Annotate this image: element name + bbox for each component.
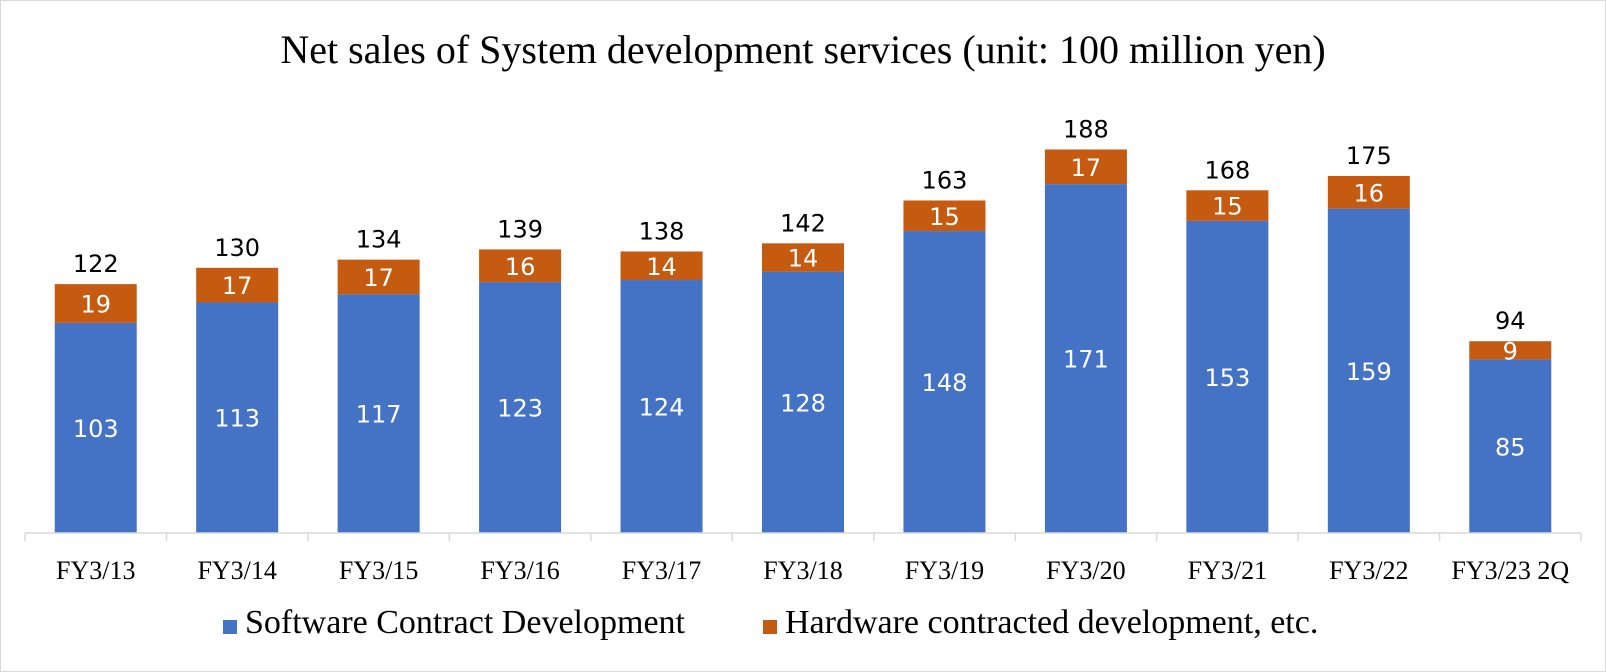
bar-software-1 xyxy=(54,322,137,533)
x-tick-label-7: FY3/19 xyxy=(905,556,984,585)
label-software-10: 159 xyxy=(1346,358,1392,386)
bar-hardware-4 xyxy=(479,249,562,283)
x-tick-label-6: FY3/18 xyxy=(763,556,842,585)
label-hardware-6: 14 xyxy=(788,245,819,273)
bar-hardware-11 xyxy=(1469,341,1552,360)
label-software-1: 103 xyxy=(73,415,119,443)
x-tick-label-4: FY3/16 xyxy=(480,556,559,585)
bar-hardware-3 xyxy=(337,259,420,295)
bar-hardware-10 xyxy=(1327,176,1410,209)
label-software-11: 85 xyxy=(1495,433,1526,461)
bar-software-2 xyxy=(196,302,279,533)
bar-software-9 xyxy=(1186,220,1269,533)
x-tick-label-9: FY3/21 xyxy=(1188,556,1267,585)
bar-hardware-5 xyxy=(620,251,703,281)
label-total-8: 188 xyxy=(1063,115,1109,143)
label-total-11: 94 xyxy=(1495,307,1526,335)
x-tick-label-5: FY3/17 xyxy=(622,556,701,585)
bar-software-11 xyxy=(1469,359,1552,533)
x-tick-label-10: FY3/22 xyxy=(1329,556,1408,585)
bar-hardware-7 xyxy=(903,200,986,232)
bar-hardware-8 xyxy=(1044,149,1127,185)
label-total-9: 168 xyxy=(1204,156,1250,184)
legend-label-hardware: Hardware contracted development, etc. xyxy=(785,604,1318,641)
bars-layer xyxy=(54,149,1552,533)
bar-software-7 xyxy=(903,231,986,533)
x-axis: FY3/13 FY3/14 FY3/15 FY3/16 FY3/17 FY3/18 FY3/… xyxy=(24,532,1582,585)
legend: Software Contract Development Hardware co… xyxy=(223,604,1318,641)
label-total-4: 139 xyxy=(497,215,543,243)
label-software-2: 113 xyxy=(214,405,260,433)
label-hardware-1: 19 xyxy=(80,291,111,319)
legend-swatch-hardware xyxy=(763,620,777,634)
label-hardware-9: 15 xyxy=(1212,193,1243,221)
label-total-5: 138 xyxy=(639,217,685,245)
x-tick-label-8: FY3/20 xyxy=(1046,556,1125,585)
x-tick-label-11: FY3/23 2Q xyxy=(1451,556,1569,585)
bar-software-3 xyxy=(337,294,420,533)
x-tick-label-3: FY3/15 xyxy=(339,556,418,585)
label-total-10: 175 xyxy=(1346,142,1392,170)
label-software-8: 171 xyxy=(1063,346,1109,374)
bar-hardware-1 xyxy=(54,284,137,323)
label-software-9: 153 xyxy=(1204,364,1250,392)
bar-software-5 xyxy=(620,280,703,533)
label-total-2: 130 xyxy=(214,234,260,262)
label-hardware-3: 17 xyxy=(363,264,394,292)
bar-software-6 xyxy=(762,271,844,533)
label-software-7: 148 xyxy=(922,369,968,397)
label-total-3: 134 xyxy=(356,226,402,254)
label-hardware-7: 15 xyxy=(929,203,960,231)
bar-software-8 xyxy=(1044,184,1127,533)
label-hardware-8: 17 xyxy=(1071,154,1102,182)
bar-hardware-6 xyxy=(762,243,844,272)
label-hardware-5: 14 xyxy=(646,253,677,281)
bar-hardware-2 xyxy=(196,267,279,303)
bar-software-10 xyxy=(1327,208,1410,533)
label-software-4: 123 xyxy=(497,395,543,423)
labels-layer: 103 19 122 113 17 130 117 17 134 123 16 139 124 14 138… xyxy=(73,115,1526,461)
label-hardware-2: 17 xyxy=(222,272,253,300)
legend-swatch-software xyxy=(223,620,237,634)
label-hardware-11: 9 xyxy=(1503,337,1518,365)
bar-software-4 xyxy=(479,282,562,533)
label-total-1: 122 xyxy=(73,250,119,278)
label-software-5: 124 xyxy=(639,394,685,422)
label-hardware-4: 16 xyxy=(505,253,536,281)
legend-label-software: Software Contract Development xyxy=(245,604,686,641)
label-total-7: 163 xyxy=(922,166,968,194)
x-tick-label-1: FY3/13 xyxy=(56,556,135,585)
label-software-3: 117 xyxy=(356,401,402,429)
label-software-6: 128 xyxy=(780,389,826,417)
bar-hardware-9 xyxy=(1186,190,1269,221)
label-hardware-10: 16 xyxy=(1354,179,1385,207)
chart-title: Net sales of System development services… xyxy=(280,27,1325,72)
x-tick-label-2: FY3/14 xyxy=(197,556,276,585)
label-total-6: 142 xyxy=(780,209,826,237)
